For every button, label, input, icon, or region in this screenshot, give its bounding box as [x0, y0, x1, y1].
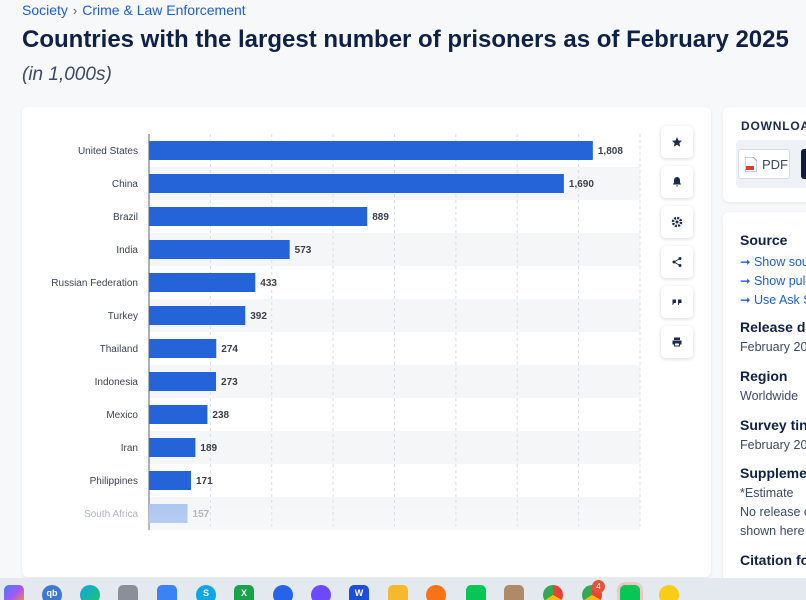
folder-icon[interactable]	[388, 585, 408, 600]
qbittorrent-icon[interactable]: qb	[42, 585, 62, 600]
bar[interactable]	[149, 471, 191, 490]
bar[interactable]	[149, 141, 593, 160]
proton-vpn-icon[interactable]	[311, 585, 331, 600]
line-icon[interactable]	[466, 585, 486, 600]
print-icon	[672, 337, 682, 347]
download-heading: DOWNLOA	[741, 119, 806, 133]
breadcrumb-crime-link[interactable]: Crime & Law Enforcement	[82, 2, 246, 18]
arrow-right-icon: ➞	[740, 255, 754, 269]
notification-badge: 4	[592, 580, 605, 593]
source-heading: Source	[740, 232, 788, 248]
citation-heading: Citation fo	[740, 552, 806, 568]
release-date-value: February 20	[740, 340, 806, 354]
download-panel: DOWNLOA PDF	[723, 107, 806, 202]
value-label: 392	[250, 311, 267, 322]
app-icon[interactable]	[118, 585, 138, 600]
category-label: Philippines	[90, 476, 138, 487]
category-label: Iran	[121, 443, 138, 454]
word-icon[interactable]: W	[349, 585, 369, 600]
bar[interactable]	[149, 207, 368, 226]
bar[interactable]	[149, 438, 196, 457]
category-label: Russian Federation	[51, 278, 138, 289]
value-label: 889	[372, 212, 389, 223]
arrow-right-icon: ➞	[740, 274, 754, 288]
excel-icon[interactable]: X	[234, 585, 254, 600]
breadcrumb: Society › Crime & Law Enforcement	[22, 2, 246, 18]
quote-icon	[672, 299, 682, 305]
chart-subtitle: (in 1,000s)	[22, 64, 112, 85]
favorite-button[interactable]	[661, 126, 693, 158]
show-source-link[interactable]: ➞ Show sou	[740, 255, 806, 269]
show-publisher-link[interactable]: ➞ Show pul	[740, 274, 806, 288]
value-label: 1,690	[569, 179, 594, 190]
region-value: Worldwide	[740, 389, 799, 403]
supplementary-note-release: No release c	[740, 505, 806, 519]
zoom-icon[interactable]	[273, 585, 293, 600]
edge-icon[interactable]	[80, 585, 100, 600]
region-heading: Region	[740, 368, 788, 384]
statistic-details-panel: Source ➞ Show sou ➞ Show pul ➞ Use Ask S…	[723, 212, 806, 592]
bar-chart: United States 1,808 China 1,690 Brazil 889 Ind…	[22, 134, 711, 577]
cite-button[interactable]	[661, 286, 693, 318]
survey-time-heading: Survey tin	[740, 417, 806, 433]
todo-icon[interactable]	[659, 585, 679, 600]
category-label: Brazil	[113, 212, 138, 223]
bar[interactable]	[149, 306, 246, 325]
pdf-file-icon	[745, 156, 757, 172]
settings-button[interactable]	[661, 206, 693, 238]
chart-toolbar	[661, 126, 693, 358]
taskbar: qb S X W 4	[0, 578, 806, 600]
breadcrumb-society-link[interactable]: Society	[22, 2, 68, 18]
category-label: India	[116, 245, 138, 256]
pdf-label: PDF	[762, 156, 788, 172]
notification-button[interactable]	[661, 166, 693, 198]
category-label: United States	[78, 146, 138, 157]
page-title: Countries with the largest number of pri…	[22, 26, 789, 53]
value-label: 189	[200, 443, 217, 454]
photos-icon[interactable]	[504, 585, 524, 600]
chrome-icon[interactable]	[543, 585, 563, 600]
category-label: Turkey	[108, 311, 138, 322]
category-label: Indonesia	[95, 377, 139, 388]
gear-icon	[671, 216, 683, 228]
notepad-icon[interactable]	[157, 585, 177, 600]
skype-icon[interactable]: S	[196, 585, 216, 600]
bell-icon	[673, 177, 681, 187]
value-label: 171	[196, 476, 213, 487]
ask-statista-link[interactable]: ➞ Use Ask S	[740, 293, 806, 307]
value-label: 238	[212, 410, 229, 421]
bar[interactable]	[149, 339, 217, 358]
chart-card: United States 1,808 China 1,690 Brazil 889 Ind…	[22, 107, 711, 577]
value-label: 274	[221, 344, 238, 355]
bar[interactable]	[149, 174, 564, 193]
bar[interactable]	[149, 273, 256, 292]
supplementary-notes-heading: Suppleme	[740, 465, 806, 481]
share-icon	[672, 257, 682, 267]
fade-overlay	[22, 497, 711, 577]
value-label: 273	[221, 377, 238, 388]
line-active-icon[interactable]	[620, 585, 640, 600]
bar[interactable]	[149, 372, 217, 391]
value-label: 1,808	[598, 146, 623, 157]
arrow-right-icon: ➞	[740, 293, 754, 307]
category-label: China	[112, 179, 139, 190]
release-date-heading: Release da	[740, 319, 806, 335]
star-icon	[672, 137, 682, 147]
value-label: 573	[295, 245, 312, 256]
survey-time-value: February 20	[740, 438, 806, 452]
download-dropdown-button[interactable]	[801, 149, 806, 179]
pdf-download-button[interactable]: PDF	[738, 149, 790, 179]
breadcrumb-separator: ›	[72, 2, 78, 18]
category-label: Mexico	[106, 410, 138, 421]
bar[interactable]	[149, 405, 208, 424]
firefox-icon[interactable]	[426, 585, 446, 600]
bar[interactable]	[149, 240, 290, 259]
supplementary-note-shown: shown here	[740, 524, 805, 538]
value-label: 433	[260, 278, 277, 289]
share-button[interactable]	[661, 246, 693, 278]
supplementary-note-estimate: *Estimate	[740, 486, 794, 500]
print-button[interactable]	[661, 326, 693, 358]
copilot-icon[interactable]	[4, 585, 24, 600]
category-label: Thailand	[100, 344, 138, 355]
